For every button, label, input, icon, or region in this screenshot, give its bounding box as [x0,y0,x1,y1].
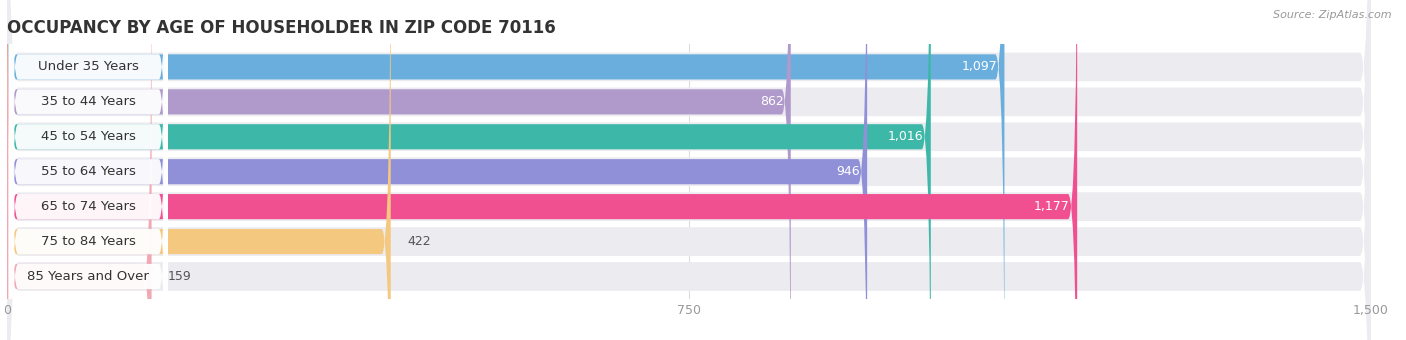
FancyBboxPatch shape [8,0,167,340]
Text: Under 35 Years: Under 35 Years [38,61,139,73]
Text: 1,016: 1,016 [889,130,924,143]
FancyBboxPatch shape [8,0,167,340]
Text: 35 to 44 Years: 35 to 44 Years [41,95,136,108]
FancyBboxPatch shape [7,0,868,340]
FancyBboxPatch shape [7,0,1371,340]
FancyBboxPatch shape [7,0,1004,340]
Text: 1,177: 1,177 [1035,200,1070,213]
FancyBboxPatch shape [7,0,1371,340]
Text: 422: 422 [408,235,430,248]
Text: 946: 946 [837,165,860,178]
FancyBboxPatch shape [7,0,1371,340]
Text: Source: ZipAtlas.com: Source: ZipAtlas.com [1274,10,1392,20]
Text: 159: 159 [167,270,191,283]
FancyBboxPatch shape [7,0,1371,340]
FancyBboxPatch shape [8,0,167,340]
Text: 1,097: 1,097 [962,61,997,73]
Text: 65 to 74 Years: 65 to 74 Years [41,200,136,213]
Text: 75 to 84 Years: 75 to 84 Years [41,235,136,248]
FancyBboxPatch shape [7,0,790,340]
FancyBboxPatch shape [7,0,1371,340]
FancyBboxPatch shape [8,0,167,340]
FancyBboxPatch shape [7,0,931,340]
FancyBboxPatch shape [8,0,167,340]
FancyBboxPatch shape [8,0,167,340]
FancyBboxPatch shape [7,0,152,340]
FancyBboxPatch shape [7,0,1371,340]
FancyBboxPatch shape [8,0,167,340]
Text: 45 to 54 Years: 45 to 54 Years [41,130,136,143]
FancyBboxPatch shape [7,0,1371,340]
Text: OCCUPANCY BY AGE OF HOUSEHOLDER IN ZIP CODE 70116: OCCUPANCY BY AGE OF HOUSEHOLDER IN ZIP C… [7,19,555,37]
Text: 85 Years and Over: 85 Years and Over [28,270,149,283]
FancyBboxPatch shape [7,0,391,340]
Text: 55 to 64 Years: 55 to 64 Years [41,165,136,178]
Text: 862: 862 [759,95,783,108]
FancyBboxPatch shape [7,0,1077,340]
